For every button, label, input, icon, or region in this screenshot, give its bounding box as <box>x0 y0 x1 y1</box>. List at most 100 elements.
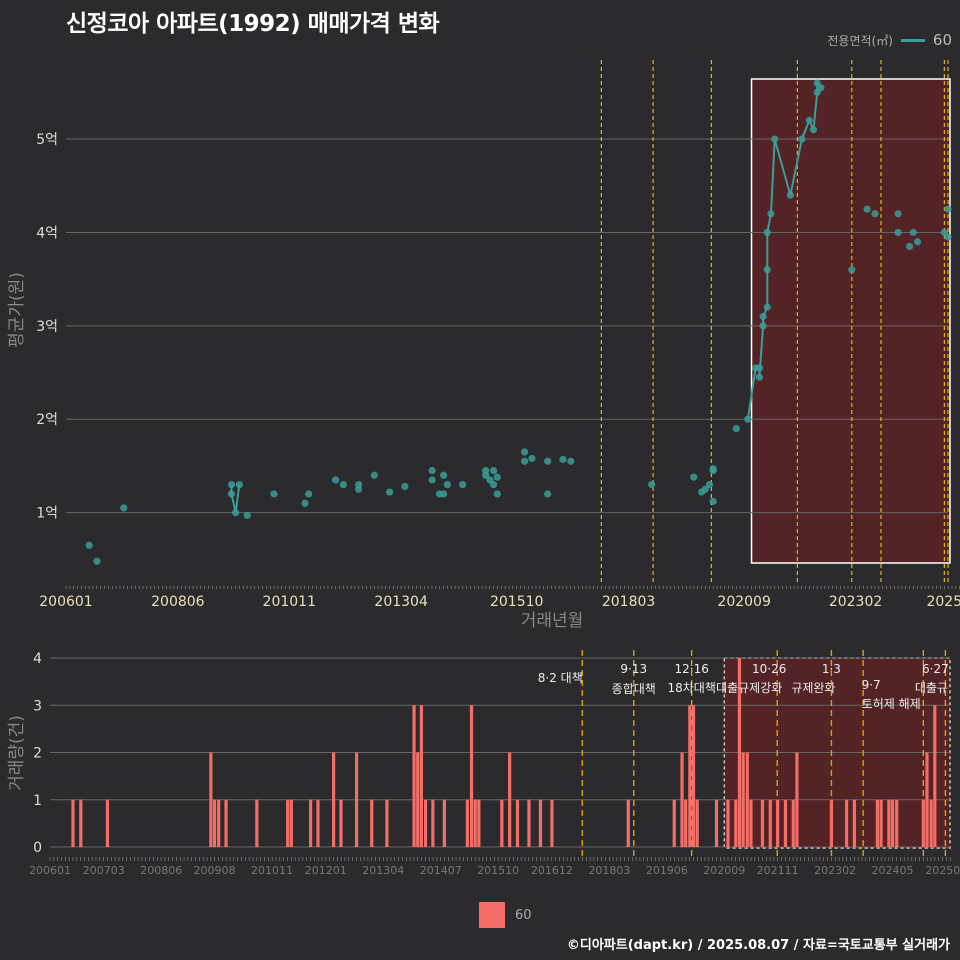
volume-bar <box>339 799 343 847</box>
volume-bar <box>354 752 359 847</box>
x-tick-label: 200908 <box>194 864 236 877</box>
volume-bar <box>691 705 696 847</box>
volume-bar <box>925 752 929 847</box>
data-point <box>401 482 409 491</box>
legend-label: 60 <box>932 31 952 49</box>
volume-bar <box>684 799 688 847</box>
data-point <box>648 481 656 489</box>
annotation-label: 토허제 해제 <box>862 697 921 711</box>
y-tick-label: 5억 <box>36 132 58 148</box>
x-tick-label: 201612 <box>531 864 573 877</box>
data-point <box>871 210 879 218</box>
annotation-date: 9·7 <box>862 678 881 692</box>
volume-bar <box>749 799 753 847</box>
volume-bar <box>795 752 799 847</box>
annotation-date: 8·2 대책 <box>538 670 583 685</box>
data-point <box>732 424 740 433</box>
data-point <box>559 455 567 463</box>
series-line <box>230 484 241 513</box>
data-point <box>763 266 771 274</box>
volume-bar <box>929 799 933 847</box>
data-point <box>482 471 490 479</box>
data-point <box>520 457 529 465</box>
data-point <box>120 504 128 512</box>
legend-line-swatch <box>900 38 925 42</box>
volume-bar <box>714 799 719 847</box>
data-point <box>227 490 236 498</box>
y-tick-label: 2억 <box>36 412 58 428</box>
data-point <box>771 135 779 143</box>
volume-bar <box>255 799 259 847</box>
volume-bar <box>71 799 75 847</box>
annotation-date: 10·26 <box>752 662 786 676</box>
data-point <box>489 481 498 489</box>
volume-bar <box>286 799 290 847</box>
volume-bar <box>508 752 512 847</box>
data-point <box>493 490 501 498</box>
y-tick-label: 1 <box>33 793 42 809</box>
data-point <box>227 481 236 489</box>
annotation-label: 18차대책 <box>667 680 715 695</box>
data-point <box>385 488 394 496</box>
volume-bar <box>105 799 110 847</box>
volume-bar <box>309 799 313 847</box>
volume-bar <box>370 799 374 847</box>
y-tick-label: 2 <box>33 746 42 762</box>
data-point <box>848 266 856 274</box>
x-tick-label: 201803 <box>602 594 655 610</box>
data-point <box>428 466 436 475</box>
data-point <box>709 465 717 473</box>
y-tick-label: 0 <box>33 840 42 856</box>
x-tick-label: 201304 <box>374 594 428 610</box>
x-tick-label: 200806 <box>151 594 205 610</box>
data-point <box>755 373 763 381</box>
x-tick-label: 201201 <box>305 864 347 877</box>
data-point <box>528 454 536 463</box>
x-tick-label: 201906 <box>646 864 688 877</box>
data-point <box>798 135 806 143</box>
data-point <box>355 485 363 493</box>
volume-bar <box>442 799 446 847</box>
volume-bar <box>473 799 477 847</box>
x-tick-label: 202302 <box>829 594 882 610</box>
data-point <box>567 457 575 465</box>
volume-bar <box>875 799 879 847</box>
volume-bar <box>419 705 423 847</box>
annotation-label: 종합대책 <box>612 681 656 696</box>
volume-bar <box>477 799 481 847</box>
data-point <box>339 481 347 489</box>
x-tick-label: 202507 <box>925 864 960 877</box>
x-tick-label: 202009 <box>717 594 770 610</box>
volume-bar <box>844 799 849 847</box>
data-point <box>701 485 709 493</box>
volume-bar <box>626 799 630 847</box>
volume-bar <box>680 752 684 847</box>
volume-bar <box>768 799 772 847</box>
volume-bar <box>879 799 883 847</box>
y-axis-label: 거래량(건) <box>7 715 27 791</box>
x-tick-label: 201407 <box>420 864 462 877</box>
data-point <box>370 471 378 479</box>
data-point <box>767 210 775 218</box>
x-tick-label: 200703 <box>83 864 125 877</box>
data-point <box>809 126 818 134</box>
data-point <box>428 476 436 484</box>
x-tick-label: 200601 <box>29 864 71 877</box>
volume-bar <box>695 799 699 847</box>
annotation-date: 9·13 <box>620 662 647 676</box>
volume-bar <box>423 799 428 847</box>
data-point <box>944 233 952 241</box>
data-point <box>544 457 552 465</box>
volume-bar <box>895 799 899 847</box>
x-tick-label: 201011 <box>263 594 316 610</box>
x-tick-label: 2025 <box>926 594 960 610</box>
legend: 전용면적(㎡) 60 <box>827 31 952 49</box>
volume-bar <box>316 799 320 847</box>
data-point <box>85 541 93 549</box>
volume-bar <box>760 799 765 847</box>
volume-bar <box>385 799 389 847</box>
annotation-label: 대출규 <box>915 681 948 695</box>
volume-bar <box>887 799 891 847</box>
volume-bar <box>332 752 336 847</box>
annotation-label: 규제완화 <box>791 681 835 695</box>
